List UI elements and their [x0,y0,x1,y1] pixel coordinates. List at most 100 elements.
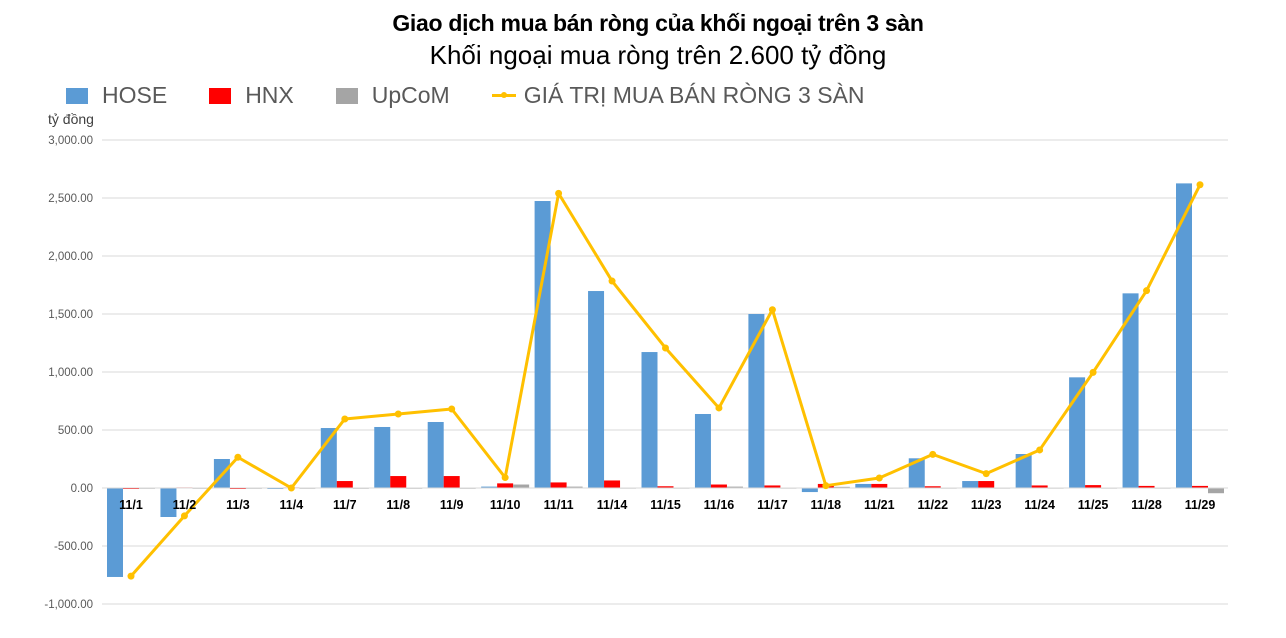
bar-hose [1176,183,1192,488]
legend-label: HOSE [102,82,168,108]
bar-hnx [764,485,781,488]
x-tick-label: 11/24 [1024,498,1055,512]
chart-title: Giao dịch mua bán ròng của khối ngoại tr… [392,10,924,36]
bar-hose [641,352,658,488]
chart-subtitle: Khối ngoại mua ròng trên 2.600 tỷ đồng [429,40,887,70]
bar-hose [748,314,765,488]
x-tick-label: 11/23 [971,498,1002,512]
bar-hnx [1192,485,1208,488]
y-tick-label: 2,500.00 [48,193,93,205]
line-marker [1143,287,1151,295]
line-marker [448,405,456,413]
bar-upcom [1208,488,1224,494]
line-marker [555,189,563,197]
legend-item-hose: HOSE [66,82,167,109]
line-marker [929,450,937,458]
legend: HOSE HNX UpCoM GIÁ TRỊ MUA BÁN RÒNG 3 SÀ… [66,82,907,109]
y-tick-label: -1,000.00 [44,599,93,611]
x-tick-label: 11/4 [280,498,304,512]
gridlines [102,139,1228,605]
x-tick-label: 11/7 [333,498,357,512]
hnx-swatch-icon [209,87,232,104]
bar-series [107,183,1224,577]
x-tick-label: 11/18 [811,498,842,512]
bar-hose [481,486,498,488]
line-marker [1196,181,1204,189]
x-axis-ticks: 11/1 11/2 11/3 11/4 11/7 11/8 11/9 11/10 11/11 11… [119,498,1215,512]
net-total-line [129,184,1202,578]
line-marker [341,415,349,423]
legend-label: HNX [245,82,294,108]
x-tick-label: 11/8 [386,498,410,512]
y-tick-label: 2,000.00 [48,251,93,263]
bar-hose [588,291,605,488]
x-tick-label: 11/14 [597,498,628,512]
line-marker [180,512,188,520]
bar-upcom [726,486,743,488]
line-marker [501,474,509,482]
y-axis-ticks: 3,000.00 2,500.00 2,000.00 1,500.00 1,000.00… [44,135,93,611]
bar-hose [908,458,925,488]
legend-label: UpCoM [371,82,450,108]
x-tick-label: 11/17 [757,498,788,512]
bar-hose [374,426,391,488]
x-tick-label: 11/16 [704,498,735,512]
bar-upcom [513,484,530,488]
x-tick-label: 11/9 [440,498,464,512]
net-total-line-series [127,181,1204,580]
legend-item-upcom: UpCoM [335,82,450,109]
line-marker [608,277,616,285]
line-marker [822,482,830,490]
y-tick-label: 1,000.00 [48,367,93,379]
y-tick-label: 3,000.00 [48,135,93,147]
x-tick-label: 11/3 [226,498,250,512]
upcom-swatch-icon [335,87,358,104]
x-tick-label: 11/22 [917,498,948,512]
bar-hose [320,428,337,488]
bar-hnx [1085,485,1102,488]
bar-hose [427,421,444,488]
line-marker [982,470,990,478]
line-marker [715,404,723,412]
hose-swatch-icon [66,87,88,104]
bar-hose [1069,377,1086,488]
y-axis-unit: tỷ đồng [48,111,94,127]
bar-upcom [833,486,850,488]
bar-hose [694,413,711,488]
bar-upcom [566,486,583,488]
bar-hnx [604,480,621,488]
x-tick-label: 11/25 [1078,498,1109,512]
line-marker [234,453,242,461]
line-marker [1036,446,1044,454]
x-tick-label: 11/29 [1185,498,1216,512]
x-tick-label: 11/28 [1131,498,1162,512]
x-tick-label: 11/21 [864,498,895,512]
bar-hose [160,488,177,517]
bar-hnx [657,486,674,488]
line-marker [875,474,883,482]
line-marker [287,484,295,492]
bar-hose [855,483,872,488]
bar-hose [962,481,979,488]
bar-hnx [443,476,460,488]
x-tick-label: 11/11 [544,498,574,512]
bar-hnx [497,483,514,488]
x-tick-label: 11/2 [173,498,197,512]
y-tick-label: 1,500.00 [48,309,93,321]
bar-hnx [1031,485,1048,488]
bar-hnx [390,476,407,488]
line-marker-icon [491,92,516,98]
bar-hnx [550,482,567,488]
bar-hose [534,201,551,489]
y-tick-label: 500.00 [58,425,93,437]
x-tick-label: 11/15 [650,498,681,512]
line-marker [662,344,669,352]
bar-hose [801,488,818,493]
x-tick-label: 11/1 [119,498,143,512]
bar-hose [107,488,123,577]
line-marker [394,410,402,418]
line-marker [768,306,776,314]
x-tick-label: 11/10 [490,498,521,512]
legend-label: GIÁ TRỊ MUA BÁN RÒNG 3 SÀN [523,82,865,108]
